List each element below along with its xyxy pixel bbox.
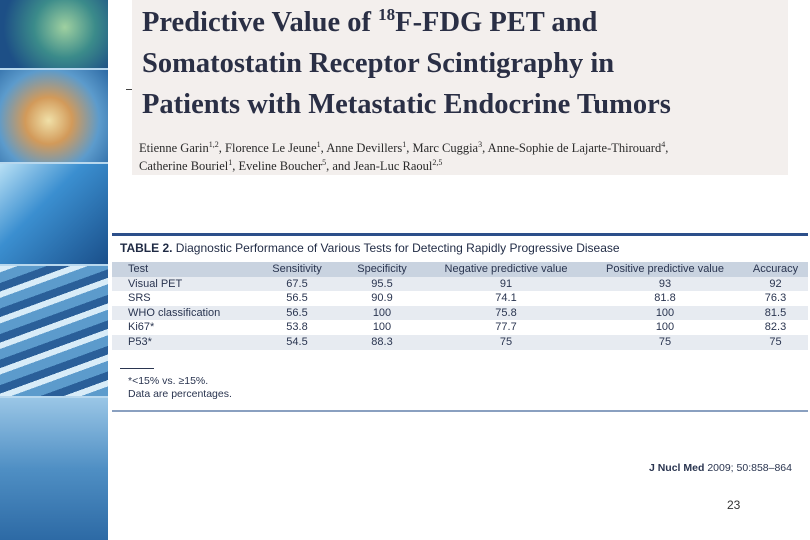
author-separator: ,: [326, 159, 333, 173]
decor-tile: [0, 0, 108, 70]
table-cell: P53*: [112, 334, 255, 350]
table-cell: 100: [372, 321, 392, 334]
table-cell: 81.5: [743, 305, 808, 321]
table-cell: SRS: [128, 292, 151, 305]
table-cell: 100: [655, 321, 675, 334]
citation-rest: 2009; 50:858–864: [704, 462, 792, 474]
table-row: SRS 56.5 90.9 74.1 81.8 76.3: [112, 291, 808, 306]
author-name: Marc Cuggia: [412, 141, 479, 155]
table-cell: 100: [339, 305, 425, 321]
author-name: Florence Le Jeune: [225, 141, 317, 155]
table-caption: TABLE 2. Diagnostic Performance of Vario…: [120, 241, 620, 255]
header-cell: Specificity: [339, 262, 425, 277]
authors: Etienne Garin1,2, Florence Le Jeune1, An…: [139, 139, 779, 175]
footnote: Data are percentages.: [128, 388, 232, 400]
table-cell: 90.9: [371, 292, 393, 305]
author-separator: ,: [218, 141, 226, 155]
author-conjunction: and: [332, 159, 354, 173]
table-cell: 81.8: [654, 292, 676, 305]
table-cell: 95.5: [339, 276, 425, 292]
header-cell: Accuracy: [743, 262, 808, 277]
author-name: Jean-Luc Raoul: [353, 159, 433, 173]
author-separator: ,: [320, 141, 327, 155]
table-cell: 74.1: [495, 292, 517, 305]
decor-tile: [0, 398, 108, 540]
footnotes: *<15% vs. ≥15%. Data are percentages.: [120, 368, 232, 401]
page-number: 23: [727, 498, 741, 512]
table-cell: 54.5: [255, 334, 339, 350]
author-affiliation: 1: [316, 139, 321, 149]
table-cell: 56.5: [286, 292, 308, 305]
author-separator: ,: [665, 141, 669, 155]
table-row: WHO classification 56.5 100 75.8 100 81.5: [112, 305, 808, 321]
author-separator: ,: [232, 159, 239, 173]
table-cell: 82.3: [764, 321, 787, 334]
author-name: Eveline Boucher: [238, 159, 323, 173]
author-affiliation: 3: [478, 139, 483, 149]
author-affiliation: 1: [402, 139, 407, 149]
table-cell: 75: [587, 334, 743, 350]
title-text: Somatostatin Receptor Scintigraphy in: [142, 48, 615, 79]
table: Test Sensitivity Specificity Negative predi…: [112, 262, 808, 350]
footnote: *<15% vs. ≥15%.: [128, 375, 209, 387]
table-cell: 67.5: [255, 276, 339, 292]
table-cell: 88.3: [339, 334, 425, 350]
table-row: Ki67* 53.8 100 77.7 100 82.3: [112, 320, 808, 335]
author-name: Anne Devillers: [326, 141, 403, 155]
title-text: F-FDG PET and: [395, 7, 598, 38]
journal: J Nucl Med: [648, 462, 705, 474]
footnote-rule: [120, 368, 154, 369]
header-cell: Sensitivity: [255, 262, 339, 277]
header-cell: Test: [112, 262, 255, 277]
table-cell: 75: [743, 334, 808, 350]
paper-header: Predictive Value of 18F-FDG PET and Soma…: [132, 0, 788, 175]
author-name: Anne-Sophie de Lajarte-Thirouard: [487, 141, 662, 155]
citation: J Nucl Med 2009; 50:858–864: [649, 462, 792, 474]
table-cell: Visual PET: [112, 276, 255, 292]
author-affiliation: 4: [661, 139, 666, 149]
decor-tile: [0, 164, 108, 266]
table-cell: 75.8: [425, 305, 587, 321]
title-sup: 18: [378, 5, 396, 24]
header-row: Test Sensitivity Specificity Negative predi…: [112, 262, 808, 277]
table-cell: 91: [425, 276, 587, 292]
author-separator: ,: [406, 141, 413, 155]
author-name: Etienne Garin: [139, 141, 209, 155]
decor-tile: [0, 70, 108, 164]
table-figure: TABLE 2. Diagnostic Performance of Vario…: [112, 233, 808, 412]
table-cell: 75: [425, 334, 587, 350]
table-cell: WHO classification: [112, 305, 255, 321]
dash: [126, 89, 132, 90]
paper-title: Predictive Value of 18F-FDG PET and Soma…: [142, 2, 671, 125]
header-cell: Negative predictive value: [425, 262, 587, 277]
table-cell: 100: [587, 305, 743, 321]
table-cell: 53.8: [286, 321, 308, 334]
table-cell: 77.7: [495, 321, 517, 334]
table-cell: 93: [587, 276, 743, 292]
author-separator: ,: [482, 141, 488, 155]
table-row: Visual PET 67.5 95.5 91 93 92: [112, 276, 808, 292]
author-affiliation: 5: [322, 157, 327, 167]
table-cell: 56.5: [255, 305, 339, 321]
title-text: Patients with Metastatic Endocrine Tumor…: [142, 89, 671, 120]
author-name: Catherine Bouriel: [139, 159, 229, 173]
author-affiliation: 1,2: [208, 139, 219, 149]
decorative-strip: [0, 0, 108, 540]
title-text: Predictive Value of: [142, 7, 379, 38]
table-cell: 92: [743, 276, 808, 292]
table-cell: Ki67*: [128, 321, 155, 334]
table-cell: 76.3: [764, 292, 787, 305]
author-affiliation: 2,5: [432, 157, 443, 167]
caption-text: Diagnostic Performance of Various Tests …: [175, 241, 620, 255]
decor-tile: [0, 266, 108, 398]
table-label: TABLE 2.: [120, 241, 173, 255]
author-affiliation: 1: [228, 157, 233, 167]
header-cell: Positive predictive value: [587, 262, 743, 277]
table-row: P53* 54.5 88.3 75 75 75: [112, 334, 808, 350]
